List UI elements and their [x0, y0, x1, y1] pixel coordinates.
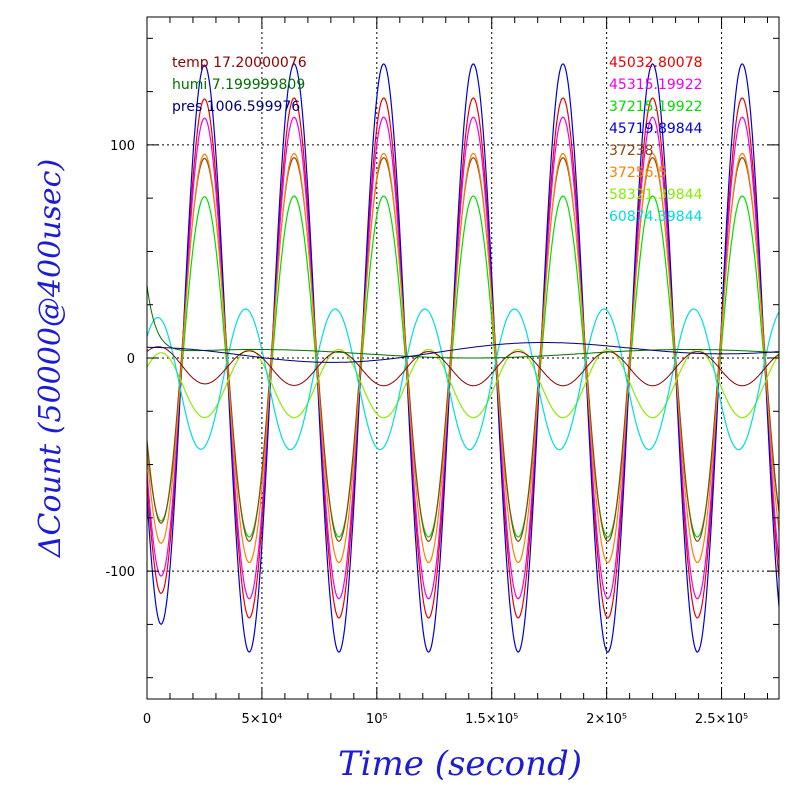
- series-line: [146, 348, 780, 419]
- env-label-1: humi 7.199999809: [172, 77, 305, 93]
- env-label-0: temp 17.20000076: [172, 55, 307, 71]
- legend-entry-6: 58321.39844: [609, 187, 703, 203]
- env-label-2: pres 1006.599976: [172, 99, 300, 115]
- legend-entry-1: 45315.19922: [609, 77, 703, 93]
- legend-entry-4: 37238: [609, 143, 654, 159]
- x-tick-label: 0: [143, 712, 151, 727]
- legend-entry-2: 37215.19922: [609, 99, 703, 115]
- y-tick-label: 100: [110, 139, 135, 154]
- x-tick-label: 5×10⁴: [241, 712, 282, 727]
- x-tick-label: 1.5×10⁵: [465, 712, 518, 727]
- env-line-temp: [146, 346, 780, 387]
- x-axis-label: Time (second): [338, 744, 582, 784]
- series-curves: [146, 63, 780, 653]
- series-line: [146, 195, 780, 538]
- legend: temp 17.20000076 humi 7.199999809 pres 100…: [172, 55, 703, 225]
- y-tick-label: -100: [105, 565, 135, 580]
- x-tick-label: 2.5×10⁵: [695, 712, 748, 727]
- legend-entry-7: 60874.39844: [609, 209, 703, 225]
- y-tick-label: 0: [127, 352, 135, 367]
- series-line: [146, 152, 780, 564]
- legend-entry-5: 37256.5: [609, 165, 667, 181]
- env-line-pres: [147, 342, 780, 363]
- series-line: [146, 308, 780, 451]
- x-tick-label: 10⁵: [366, 712, 388, 727]
- legend-entry-0: 45032.80078: [609, 55, 703, 71]
- y-axis-label: ΔCount (50000@400usec): [33, 159, 68, 558]
- legend-entry-3: 45719.89844: [609, 121, 703, 137]
- x-tick-label: 2×10⁵: [586, 712, 627, 727]
- env-line-humi: [146, 285, 779, 359]
- axis-ticks: 0 5×10⁴ 10⁵ 1.5×10⁵ 2×10⁵ 2.5×10⁵ -100 0 100: [105, 17, 779, 727]
